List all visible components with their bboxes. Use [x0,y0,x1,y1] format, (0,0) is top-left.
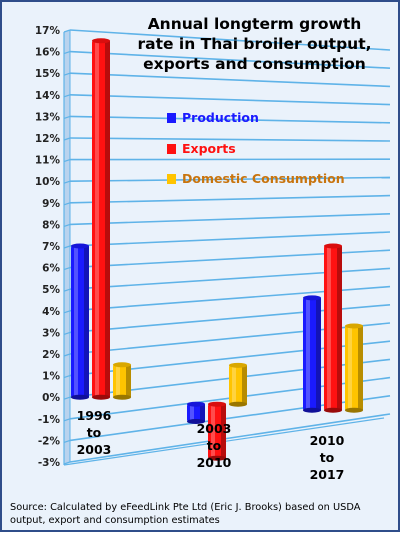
bar-cap [113,362,131,367]
category-label-line: 2010 [297,432,357,449]
bar-cap [187,402,205,407]
category-label-2010-2017: 2010 to 2017 [297,432,357,483]
category-label-line: 2017 [297,466,357,483]
category-label-line: to [297,449,357,466]
y-tick-label: -1% [38,414,61,426]
bar-cap [71,244,89,249]
bar-shade [337,246,342,410]
legend-item-production: Production [167,110,259,125]
bar-base [113,395,131,400]
legend-swatch [167,174,176,184]
legend-swatch [167,113,176,123]
bar-highlight [190,404,194,421]
bar-highlight [74,246,78,397]
bar-shade [358,326,363,410]
y-tick-label: 16% [35,47,61,59]
title-line: Annual longterm growth [112,14,397,34]
category-label-line: 1996 [64,407,124,424]
legend-label: Domestic Consumption [182,171,345,186]
bar-exports-2 [324,244,342,413]
category-label-line: 2003 [184,420,244,437]
bar-shade [84,246,89,397]
y-tick-label: 11% [35,155,61,167]
source-note: Source: Calculated by eFeedLink Pte Ltd … [10,501,390,527]
category-label-line: 2003 [64,441,124,458]
bar-base [303,408,321,413]
y-tick-label: -2% [38,435,61,447]
category-label-2003-2010: 2003 to 2010 [184,420,244,471]
category-label-line: 2010 [184,454,244,471]
legend-item-domestic-consumption: Domestic Consumption [167,171,345,186]
bar-domestic-consumption-0 [113,362,131,399]
bar-shade [126,365,131,397]
title-line: rate in Thai broiler output, [112,34,397,54]
bar-cap [324,244,342,249]
bar-base [229,402,247,407]
title-line: exports and consumption [112,54,397,74]
bar-domestic-consumption-2 [345,323,363,412]
y-tick-label: 6% [42,263,60,275]
bar-base [71,395,89,400]
bar-shade [242,365,247,404]
bar-exports-0 [92,38,110,399]
y-tick-label: 1% [42,371,60,383]
y-tick-label: 10% [35,176,61,188]
y-tick-label: 2% [42,349,60,361]
bar-domestic-consumption-1 [229,363,247,407]
bar-production-0 [71,244,89,400]
bar-highlight [116,365,120,397]
y-tick-label: 5% [42,284,60,296]
bar-cap [303,295,321,300]
y-tick-label: 7% [42,241,60,253]
bar-base [92,395,110,400]
bar-shade [316,298,321,410]
legend-label: Production [182,110,259,125]
y-tick-label: 17% [35,25,61,37]
bar-cap [229,363,247,368]
y-tick-label: 12% [35,133,61,145]
y-axis: -3% -2% -1% 0% 1% 2% 3% 4% 5% 6% 7% 8% 9% 10% 11% 12% 13… [35,25,61,469]
y-tick-label: 14% [35,90,61,102]
chart-title: Annual longterm growth rate in Thai broi… [112,14,397,74]
bar-shade [200,404,205,421]
bar-highlight [306,298,310,410]
category-label-line: to [64,424,124,441]
category-label-1996-2003: 1996 to 2003 [64,407,124,458]
y-tick-label: 15% [35,68,61,80]
bar-highlight [327,246,331,410]
y-tick-label: 8% [42,219,60,231]
legend-swatch [167,144,176,154]
bar-production-2 [303,295,321,412]
category-label-line: to [184,437,244,454]
y-tick-label: 0% [42,392,60,404]
bar-base [324,408,342,413]
y-tick-label: 4% [42,306,60,318]
y-tick-label: 3% [42,327,60,339]
y-tick-label: 13% [35,111,61,123]
bar-highlight [232,365,236,404]
y-tick-label: -3% [38,457,61,469]
y-tick-label: 9% [42,198,60,210]
bar-shade [105,41,110,397]
bar-highlight [95,41,99,397]
legend-label: Exports [182,141,236,156]
bar-cap [345,323,363,328]
legend-item-exports: Exports [167,141,236,156]
bar-highlight [348,326,352,410]
bar-cap [92,38,110,43]
bar-cap [208,402,226,407]
bar-base [345,408,363,413]
